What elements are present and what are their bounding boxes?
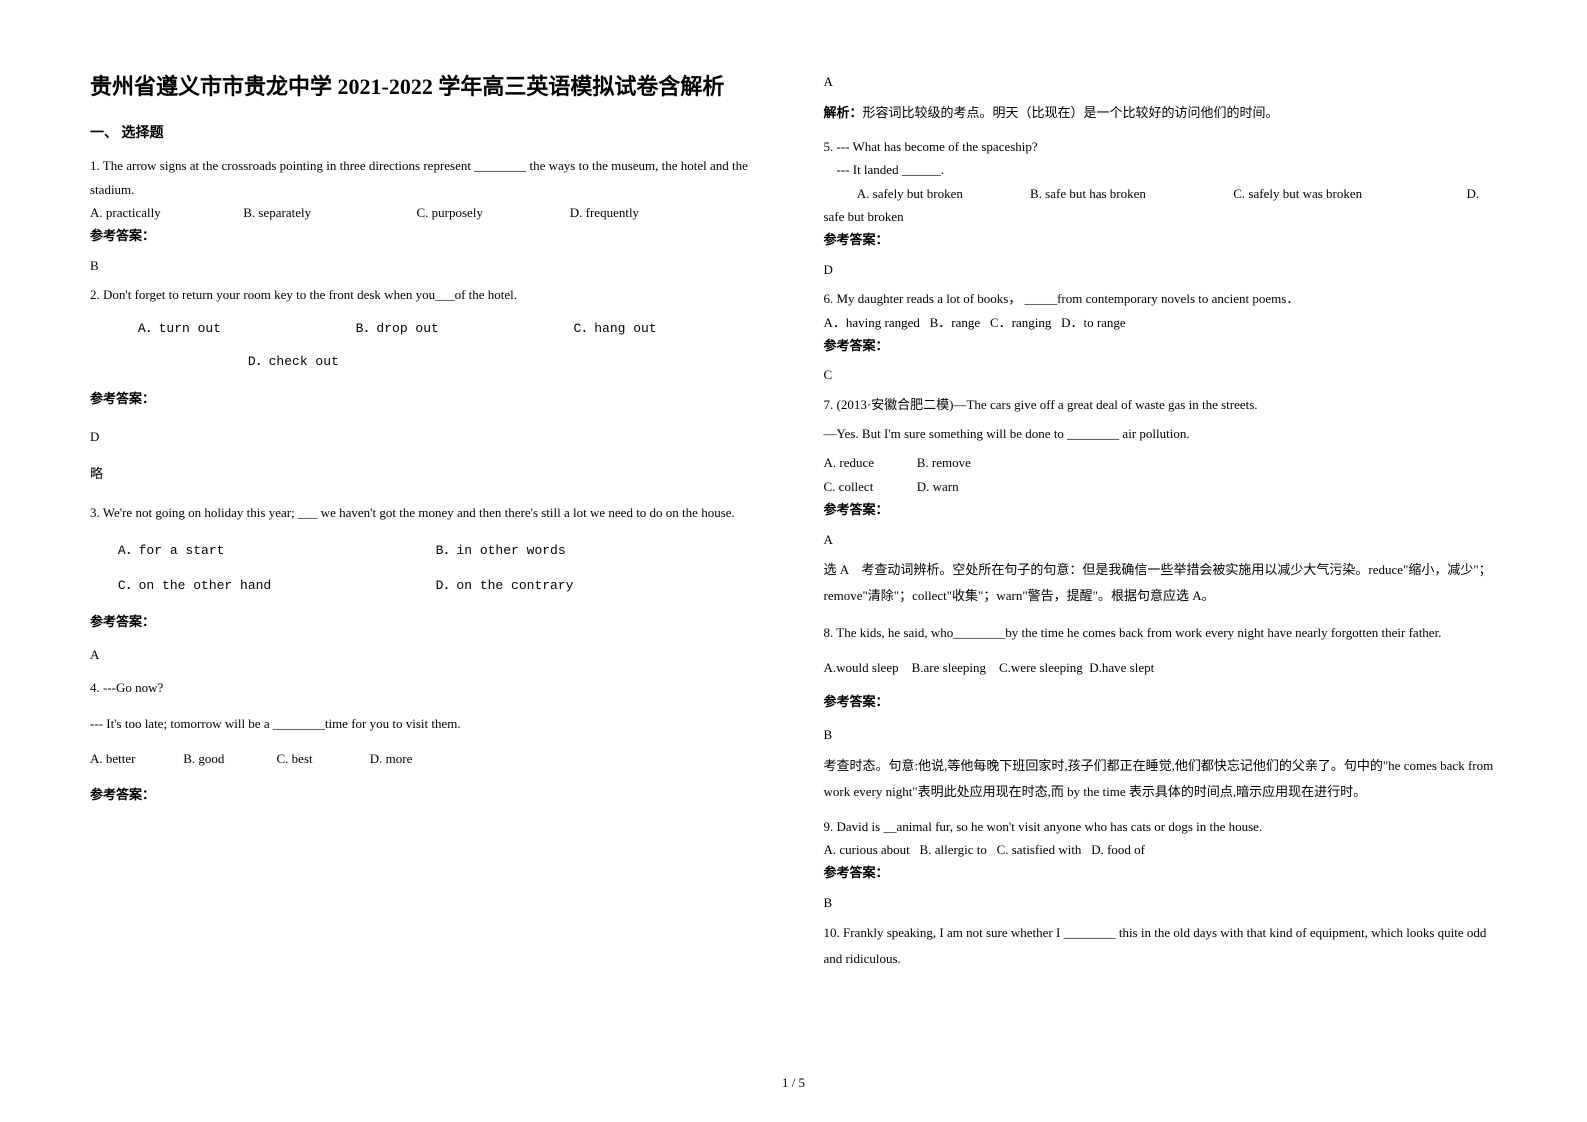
q9-stem: 9. David is __animal fur, so he won't vi… <box>824 815 1498 838</box>
q1-opt-b: B. separately <box>243 201 413 224</box>
right-column: A 解析：形容词比较级的考点。明天（比现在）是一个比较好的访问他们的时间。 5.… <box>794 70 1498 1092</box>
q7-options-row1: A. reduce B. remove <box>824 451 1498 474</box>
q6-opt-a: A．having ranged <box>824 311 920 334</box>
q9-opt-a: A. curious about <box>824 842 910 857</box>
q6-stem: 6. My daughter reads a lot of books， ___… <box>824 287 1498 310</box>
q8-options: A.would sleep B.are sleeping C.were slee… <box>824 656 1498 679</box>
q8-explain: 考查时态。句意:他说,等他每晚下班回家时,孩子们都正在睡觉,他们都快忘记他们的父… <box>824 753 1498 805</box>
q6-opt-b: B．range <box>930 311 981 334</box>
q6-opt-c: C．ranging <box>990 311 1051 334</box>
q5-answer: D <box>824 258 1498 281</box>
q4-opt-b: B. good <box>183 747 273 770</box>
q5-opt-c: C. safely but was broken <box>1233 182 1463 205</box>
section-heading: 一、 选择题 <box>90 121 764 146</box>
q4-stem2: --- It's too late; tomorrow will be a __… <box>90 712 764 735</box>
q1-options: A. practically B. separately C. purposel… <box>90 201 764 224</box>
q1-opt-a: A. practically <box>90 201 240 224</box>
question-1: 1. The arrow signs at the crossroads poi… <box>90 154 764 248</box>
q1-answer-label: 参考答案： <box>90 224 764 247</box>
q5-stem1: 5. --- What has become of the spaceship? <box>824 135 1498 158</box>
q2-stem: 2. Don't forget to return your room key … <box>90 283 764 306</box>
q2-options-row1: A．turn out B．drop out C．hang out <box>90 317 764 340</box>
q2-opt-d: D．check out <box>248 354 339 369</box>
q7-answer: A <box>824 528 1498 551</box>
q4-answer-label: 参考答案： <box>90 783 764 806</box>
question-2: 2. Don't forget to return your room key … <box>90 283 764 306</box>
question-4: 4. ---Go now? --- It's too late; tomorro… <box>90 676 764 735</box>
q7-opt-a: A. reduce <box>824 451 914 474</box>
q4-explain-text: 形容词比较级的考点。明天（比现在）是一个比较好的访问他们的时间。 <box>863 105 1279 120</box>
q1-stem: 1. The arrow signs at the crossroads poi… <box>90 154 764 201</box>
q5-answer-label: 参考答案： <box>824 228 1498 251</box>
q4-opt-c: C. best <box>277 747 367 770</box>
q4-explain: 解析：形容词比较级的考点。明天（比现在）是一个比较好的访问他们的时间。 <box>824 101 1498 124</box>
q3-answer-label: 参考答案： <box>90 610 764 633</box>
q3-answer: A <box>90 643 764 666</box>
q4-explain-label: 解析： <box>824 105 863 120</box>
q7-opt-b: B. remove <box>917 455 971 470</box>
q9-opt-c: C. satisfied with <box>997 842 1082 857</box>
q8-opt-d: D.have slept <box>1089 660 1154 675</box>
q2-answer-label: 参考答案： <box>90 387 764 410</box>
question-10: 10. Frankly speaking, I am not sure whet… <box>824 920 1498 972</box>
q6-opt-d: D．to range <box>1061 315 1126 330</box>
q7-opt-c: C. collect <box>824 475 914 498</box>
q9-opt-d: D. food of <box>1091 842 1145 857</box>
q3-stem: 3. We're not going on holiday this year;… <box>90 499 764 526</box>
q2-answer: D <box>90 425 764 448</box>
q8-opt-b: B.are sleeping <box>912 660 986 675</box>
q3-opt-a: A．for a start <box>118 539 428 562</box>
q8-opt-c: C.were sleeping <box>999 660 1083 675</box>
q3-opt-b: B．in other words <box>436 543 566 558</box>
q7-stem2: —Yes. But I'm sure something will be don… <box>824 422 1498 445</box>
q2-note: 略 <box>90 462 764 485</box>
q5-opt-a: A. safely but broken <box>857 182 1027 205</box>
q8-answer: B <box>824 723 1498 746</box>
q10-stem: 10. Frankly speaking, I am not sure whet… <box>824 925 1487 966</box>
q9-answer: B <box>824 891 1498 914</box>
q9-opt-b: B. allergic to <box>920 842 987 857</box>
q1-answer: B <box>90 254 764 277</box>
q2-opt-a: A．turn out <box>138 317 348 340</box>
q5-options: A. safely but broken B. safe but has bro… <box>824 182 1498 229</box>
q3-options-row1: A．for a start B．in other words <box>90 539 764 562</box>
question-7: 7. (2013·安徽合肥二模)—The cars give off a gre… <box>824 393 1498 522</box>
q6-answer-label: 参考答案： <box>824 334 1498 357</box>
q7-options-row2: C. collect D. warn <box>824 475 1498 498</box>
q3-opt-d: D．on the contrary <box>436 578 574 593</box>
q8-opt-a: A.would sleep <box>824 660 899 675</box>
q1-opt-d: D. frequently <box>570 205 639 220</box>
q7-answer-label: 参考答案： <box>824 498 1498 521</box>
q5-stem2: --- It landed ______. <box>824 158 1498 181</box>
question-6: 6. My daughter reads a lot of books， ___… <box>824 287 1498 357</box>
page-number: 1 / 5 <box>0 1071 1587 1094</box>
q7-explain: 选 A 考查动词辨析。空处所在句子的句意：但是我确信一些举措会被实施用以减少大气… <box>824 557 1498 609</box>
q4-answer: A <box>824 70 1498 93</box>
q6-answer: C <box>824 363 1498 386</box>
q4-opt-d: D. more <box>370 751 413 766</box>
left-column: 贵州省遵义市市贵龙中学 2021-2022 学年高三英语模拟试卷含解析 一、 选… <box>90 70 794 1092</box>
q7-opt-d: D. warn <box>917 479 959 494</box>
q3-options-row2: C．on the other hand D．on the contrary <box>90 574 764 597</box>
q5-opt-b: B. safe but has broken <box>1030 182 1230 205</box>
q7-stem1: 7. (2013·安徽合肥二模)—The cars give off a gre… <box>824 393 1498 416</box>
document-title: 贵州省遵义市市贵龙中学 2021-2022 学年高三英语模拟试卷含解析 <box>90 70 764 103</box>
q4-stem1: 4. ---Go now? <box>90 676 764 699</box>
q2-options-row2: D．check out <box>90 350 764 373</box>
q9-options: A. curious about B. allergic to C. satis… <box>824 838 1498 861</box>
q6-options: A．having ranged B．range C．ranging D．to r… <box>824 311 1498 334</box>
q9-answer-label: 参考答案： <box>824 861 1498 884</box>
q2-opt-c: C．hang out <box>573 321 656 336</box>
q1-opt-c: C. purposely <box>417 201 567 224</box>
q8-stem: 8. The kids, he said, who________by the … <box>824 619 1498 646</box>
question-9: 9. David is __animal fur, so he won't vi… <box>824 815 1498 885</box>
q3-opt-c: C．on the other hand <box>118 574 428 597</box>
question-5: 5. --- What has become of the spaceship?… <box>824 135 1498 252</box>
q4-opt-a: A. better <box>90 747 180 770</box>
question-8: 8. The kids, he said, who________by the … <box>824 619 1498 646</box>
q2-opt-b: B．drop out <box>356 317 566 340</box>
q4-options: A. better B. good C. best D. more <box>90 747 764 770</box>
question-3: 3. We're not going on holiday this year;… <box>90 499 764 526</box>
q8-answer-label: 参考答案： <box>824 690 1498 713</box>
